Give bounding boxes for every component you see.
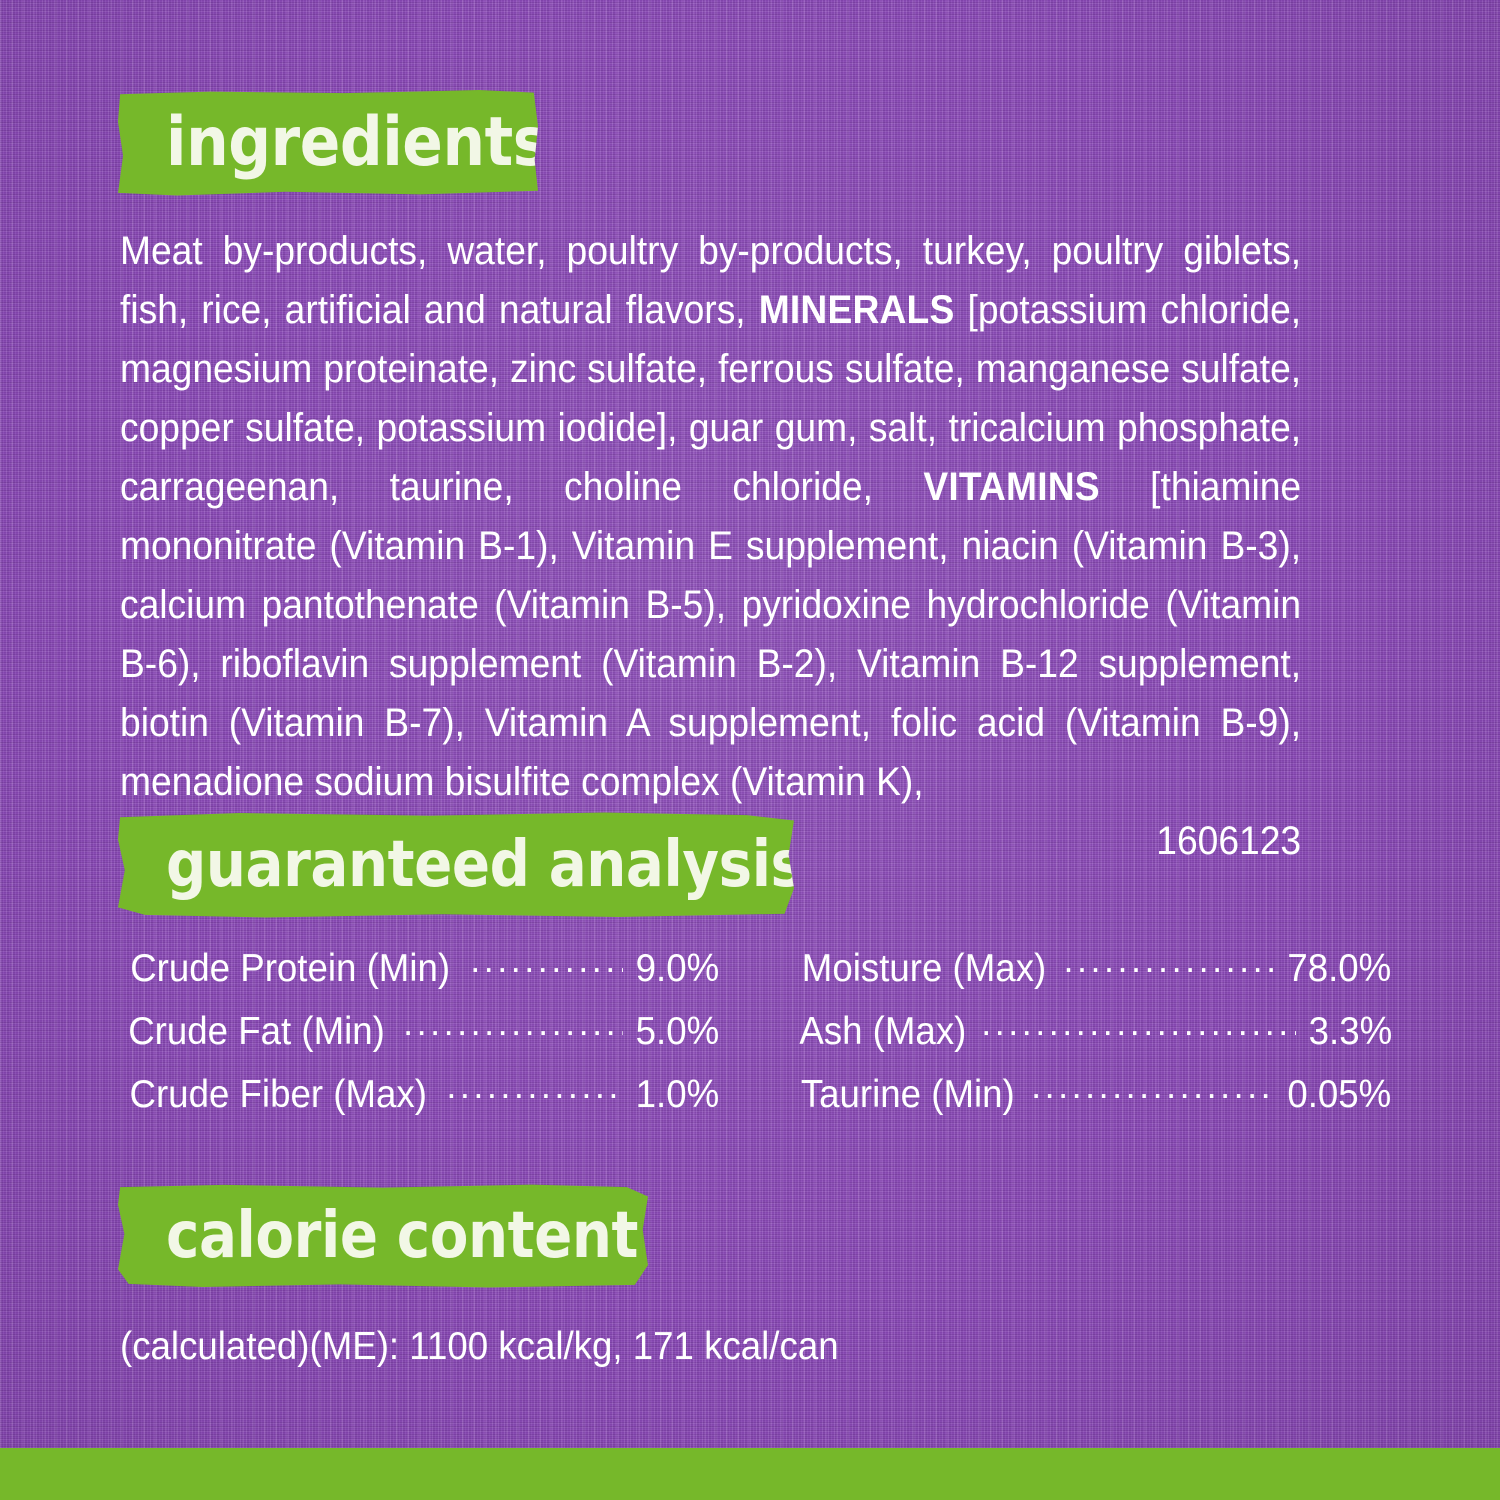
vitamins-label: VITAMINS bbox=[923, 465, 1100, 509]
ingredients-text-part-2: [potassium chloride, magnesium proteinat… bbox=[120, 288, 1302, 509]
nutrient-value: 5.0% bbox=[635, 1010, 719, 1053]
ingredients-heading-banner: ingredients bbox=[118, 90, 538, 196]
analysis-row: Ash (Max) 3.3% bbox=[794, 1005, 1396, 1068]
leader-dots bbox=[981, 1005, 1296, 1044]
nutrient-value: 0.05% bbox=[1287, 1073, 1392, 1116]
nutrient-name: Crude Protein (Min) bbox=[130, 947, 451, 990]
ingredients-paragraph: Meat by-products, water, poultry by-prod… bbox=[120, 222, 1301, 871]
guaranteed-analysis-heading-label: guaranteed analysis bbox=[166, 828, 804, 902]
leader-dots bbox=[1031, 1068, 1274, 1107]
bottom-green-band bbox=[0, 1448, 1500, 1500]
calorie-content-text: (calculated)(ME): 1100 kcal/kg, 171 kcal… bbox=[120, 1325, 839, 1368]
leader-dots bbox=[1064, 942, 1275, 981]
guaranteed-analysis-heading-banner: guaranteed analysis bbox=[118, 812, 794, 918]
analysis-row: Crude Fat (Min) 5.0% bbox=[120, 1005, 722, 1068]
minerals-label: MINERALS bbox=[758, 288, 955, 332]
nutrient-name: Ash (Max) bbox=[798, 1010, 966, 1053]
analysis-row: Moisture (Max) 78.0% bbox=[794, 942, 1396, 1005]
nutrient-name: Crude Fiber (Max) bbox=[129, 1073, 427, 1116]
ingredients-text-part-1: Meat by-products, water, poultry by-prod… bbox=[120, 229, 1302, 332]
nutrient-value: 1.0% bbox=[635, 1073, 719, 1116]
leader-dots bbox=[470, 942, 622, 981]
leader-dots bbox=[403, 1005, 623, 1044]
nutrient-name: Moisture (Max) bbox=[801, 947, 1046, 990]
nutrient-value: 3.3% bbox=[1308, 1010, 1393, 1053]
calorie-content-heading-banner: calorie content bbox=[118, 1184, 648, 1288]
analysis-row: Crude Protein (Min) 9.0% bbox=[120, 942, 722, 1005]
calorie-content-heading-label: calorie content bbox=[166, 1199, 638, 1273]
guaranteed-analysis-table: Crude Protein (Min) 9.0% Moisture (Max) … bbox=[120, 942, 1395, 1131]
nutrient-value: 9.0% bbox=[635, 947, 719, 990]
nutrient-name: Crude Fat (Min) bbox=[128, 1010, 385, 1053]
analysis-row: Crude Fiber (Max) 1.0% bbox=[120, 1068, 722, 1131]
nutrient-name: Taurine (Min) bbox=[800, 1073, 1015, 1116]
analysis-row: Taurine (Min) 0.05% bbox=[794, 1068, 1396, 1131]
ingredients-heading-label: ingredients bbox=[166, 103, 548, 182]
nutrient-value: 78.0% bbox=[1287, 947, 1392, 990]
leader-dots bbox=[446, 1068, 622, 1107]
ingredients-text-part-3: [thiamine mononitrate (Vitamin B-1), Vit… bbox=[120, 465, 1302, 804]
product-code: 1606123 bbox=[1156, 819, 1302, 863]
